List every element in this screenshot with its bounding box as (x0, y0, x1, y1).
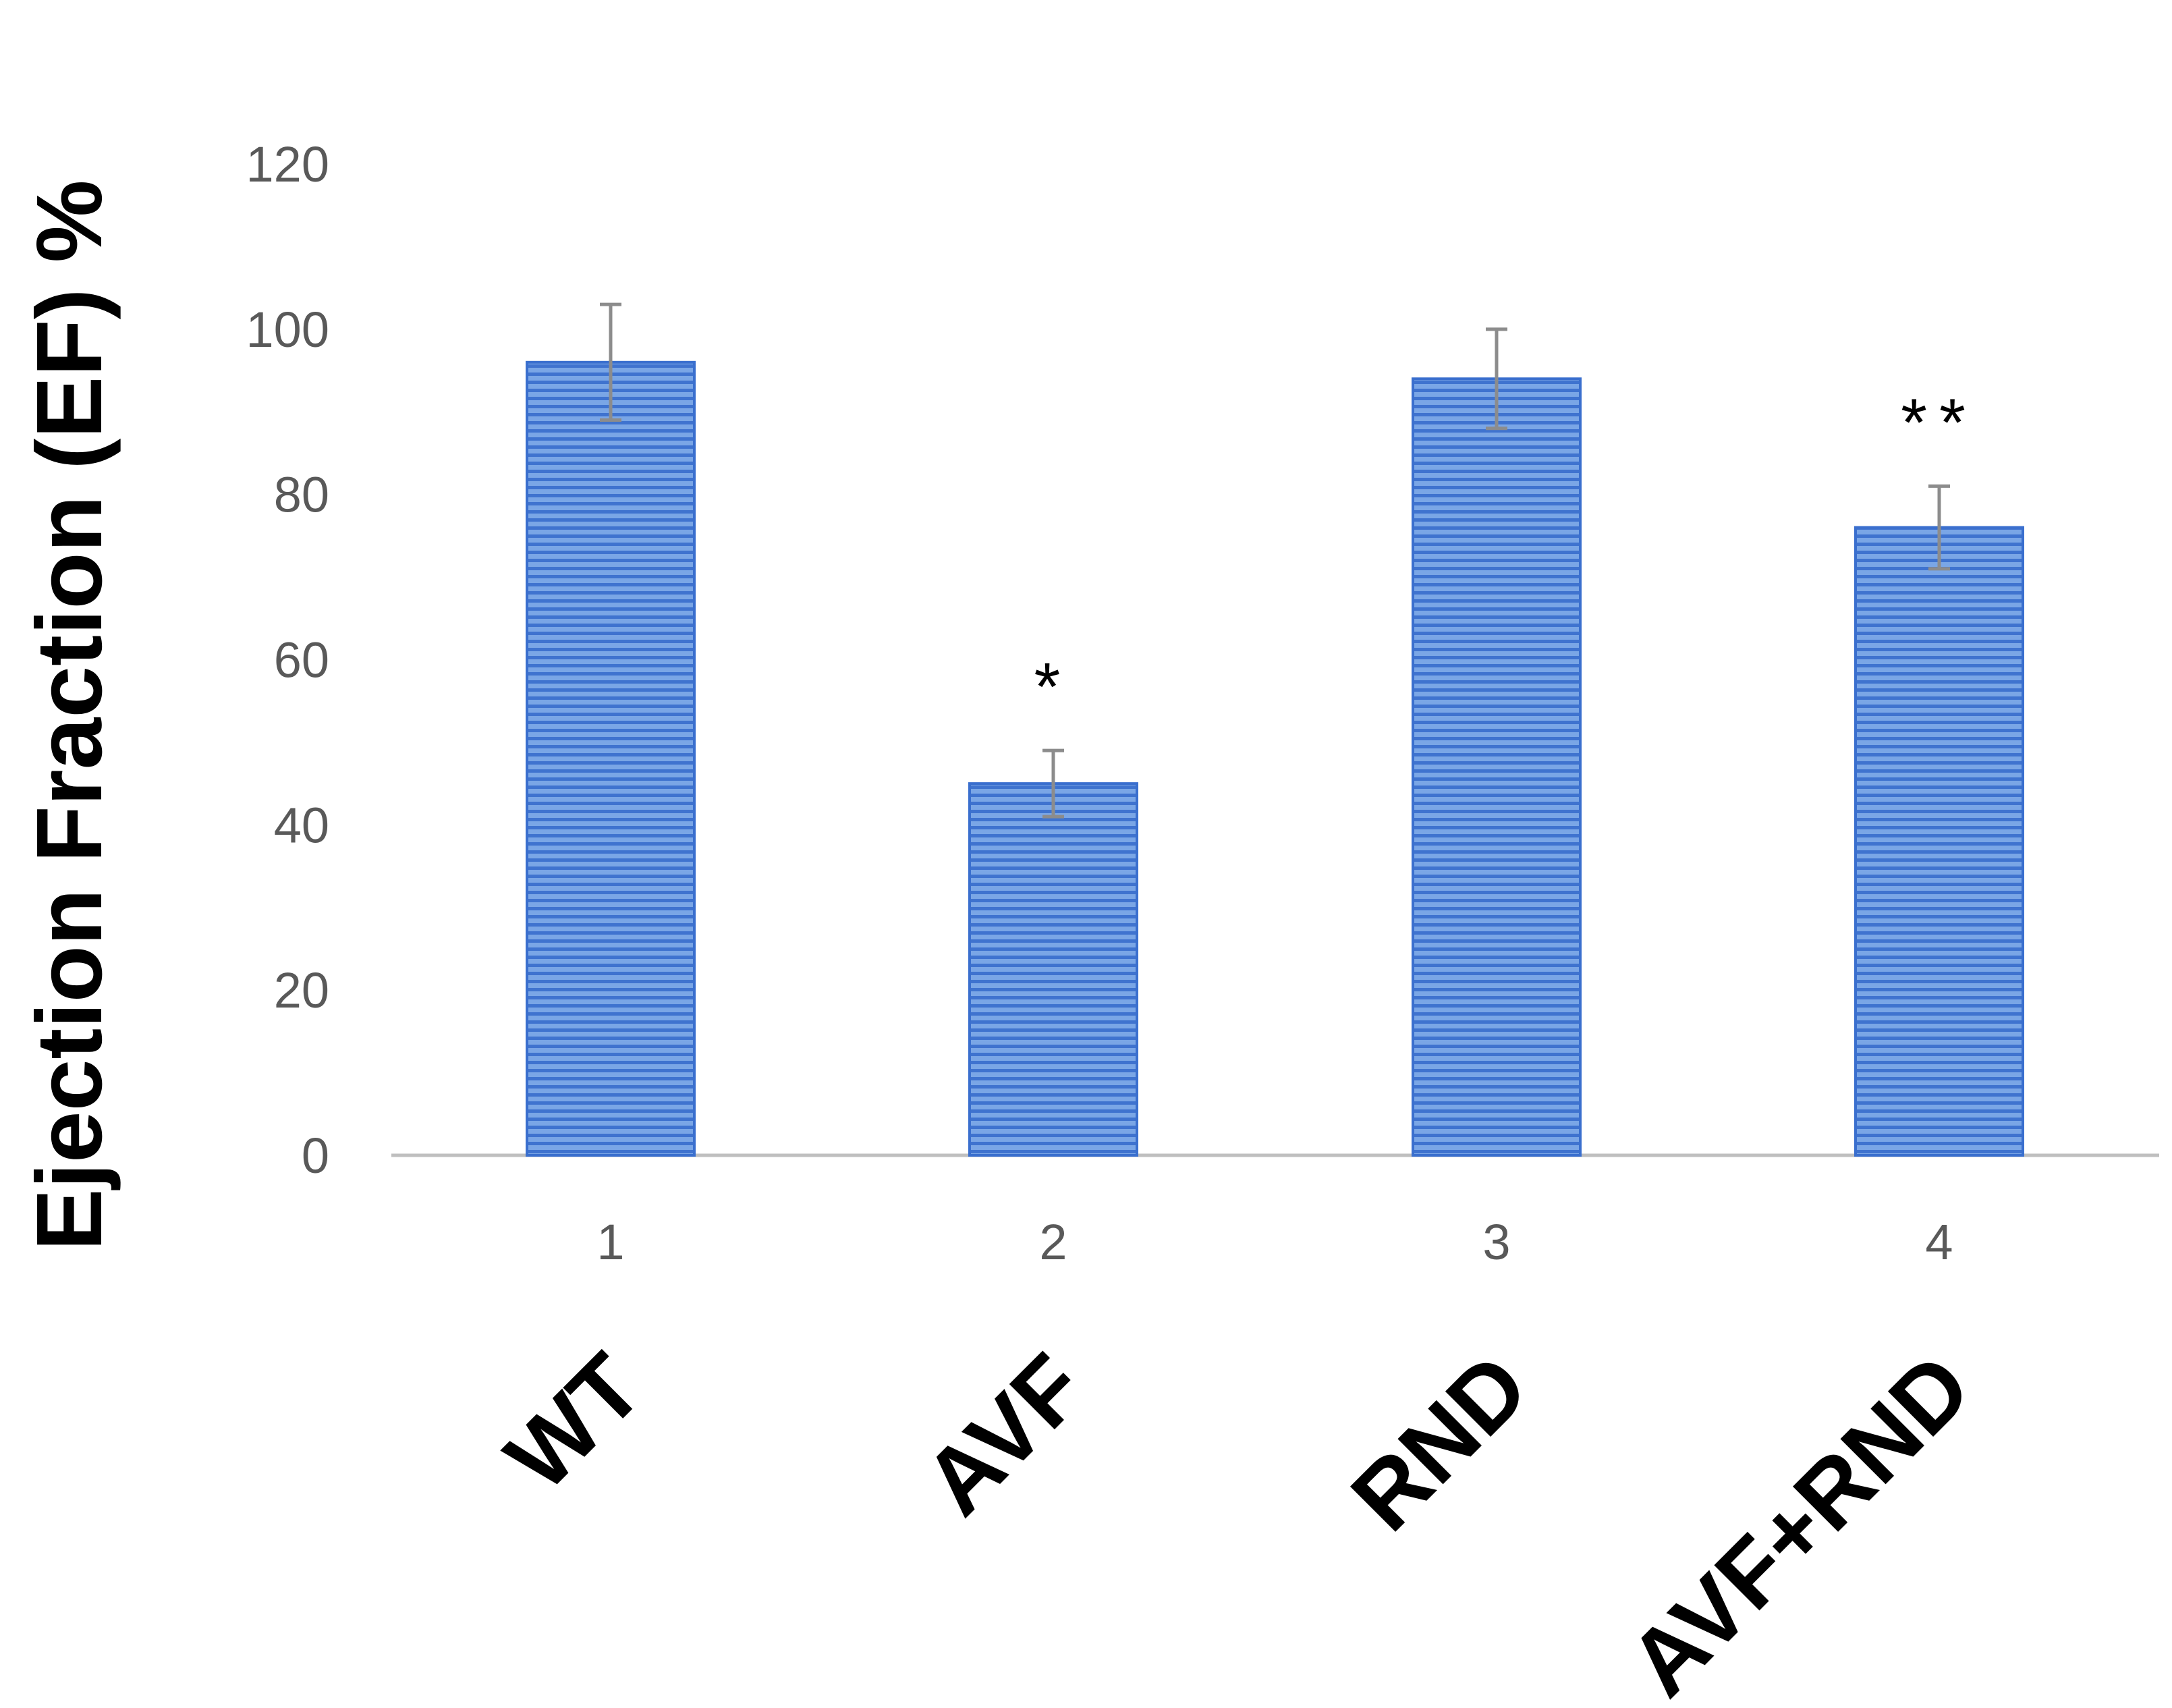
group-label: AVF (904, 1334, 1105, 1535)
group-label: RND (1332, 1334, 1548, 1550)
y-tick-label: 40 (274, 797, 329, 853)
x-tick-label: 1 (596, 1214, 624, 1270)
group-labels: WT AVF RND AVF+RND (486, 1334, 1991, 1708)
y-tick-labels: 0 20 40 60 80 100 120 (246, 136, 329, 1184)
y-axis-label: Ejection Fraction (EF) % (18, 180, 121, 1250)
bar (1854, 526, 2024, 1157)
error-bar (600, 302, 621, 422)
x-tick-label: 4 (1925, 1214, 1953, 1270)
x-tick-labels: 1 2 3 4 (596, 1214, 1953, 1270)
y-tick-label: 60 (274, 632, 329, 688)
bar (968, 782, 1138, 1157)
y-tick-label: 80 (274, 467, 329, 523)
y-tick-label: 0 (302, 1128, 329, 1184)
error-bar (1928, 484, 1950, 571)
y-tick-label: 120 (246, 136, 329, 192)
y-tick-label: 20 (274, 962, 329, 1018)
group-label: WT (486, 1334, 663, 1510)
error-bar (1486, 327, 1507, 431)
x-tick-label: 2 (1039, 1214, 1067, 1270)
significance-labels: *** (1034, 385, 1978, 725)
significance-marker: * (1034, 649, 1073, 725)
x-tick-label: 3 (1482, 1214, 1510, 1270)
bars (526, 360, 2024, 1157)
error-bars (600, 302, 1950, 819)
error-bar (1042, 748, 1064, 819)
y-tick-label: 100 (246, 302, 329, 358)
bar (1412, 377, 1582, 1157)
group-label: AVF+RND (1609, 1334, 1990, 1708)
significance-marker: ** (1901, 385, 1978, 460)
bar (526, 360, 696, 1157)
